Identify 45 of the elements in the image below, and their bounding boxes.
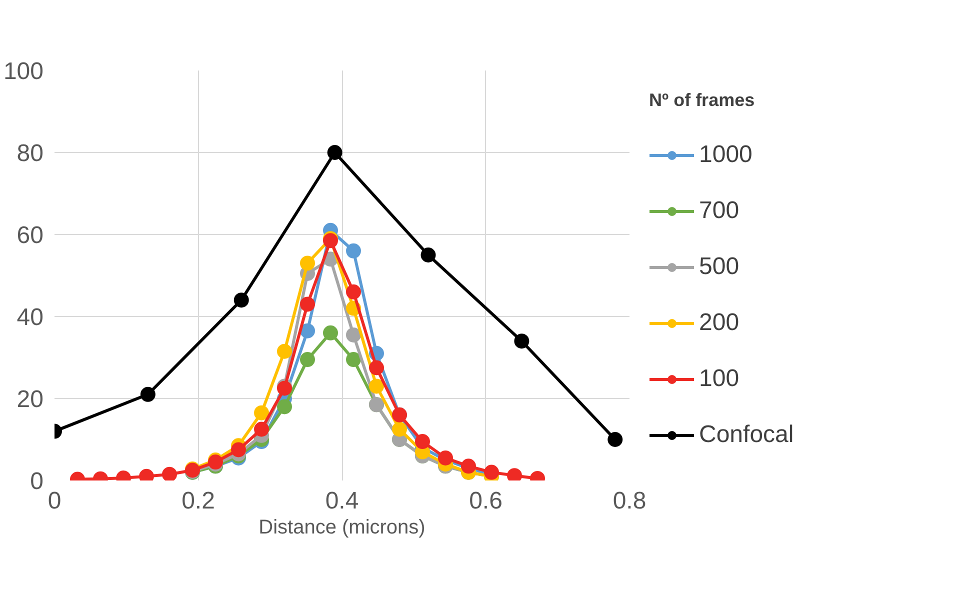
point [234,292,249,308]
point [369,360,384,376]
legend-label: 100 [699,365,740,393]
point [327,145,342,160]
point [254,405,269,420]
x-axis-title: Distance (microns) [258,516,426,538]
point [514,334,530,349]
point [346,243,361,258]
point [300,256,315,271]
point [277,399,292,414]
y-tick-label: 60 [16,222,44,249]
x-tick-label: 0.8 [612,488,646,514]
point [300,352,315,368]
y-tick-label: 20 [16,386,44,413]
legend-label: 200 [699,309,740,337]
legend-label: 1000 [699,141,752,169]
point [277,344,292,359]
point [415,434,430,450]
point [369,378,384,394]
y-tick-label: 40 [16,304,44,331]
legend-label: Confocal [699,421,794,449]
point [254,422,269,437]
legend-label: 500 [699,253,740,281]
point [162,466,177,480]
point [346,352,361,368]
point [323,325,338,340]
point [346,327,361,342]
point [420,248,436,262]
y-tick-label: 0 [30,468,44,495]
point [346,284,361,300]
y-tick-label: 100 [3,58,44,85]
point [392,422,407,437]
x-tick-label: 0.4 [325,488,359,514]
x-tick-label: 0 [48,488,62,514]
legend-label: 700 [699,197,740,225]
point [608,432,623,447]
point [300,296,315,312]
y-tick-label: 80 [16,140,44,167]
x-tick-label: 0.6 [469,488,502,514]
x-tick-label: 0.2 [182,488,215,514]
point [231,442,246,458]
point [300,323,315,338]
point [438,450,453,466]
point [140,386,156,402]
legend-title: Nº of frames [649,90,756,111]
